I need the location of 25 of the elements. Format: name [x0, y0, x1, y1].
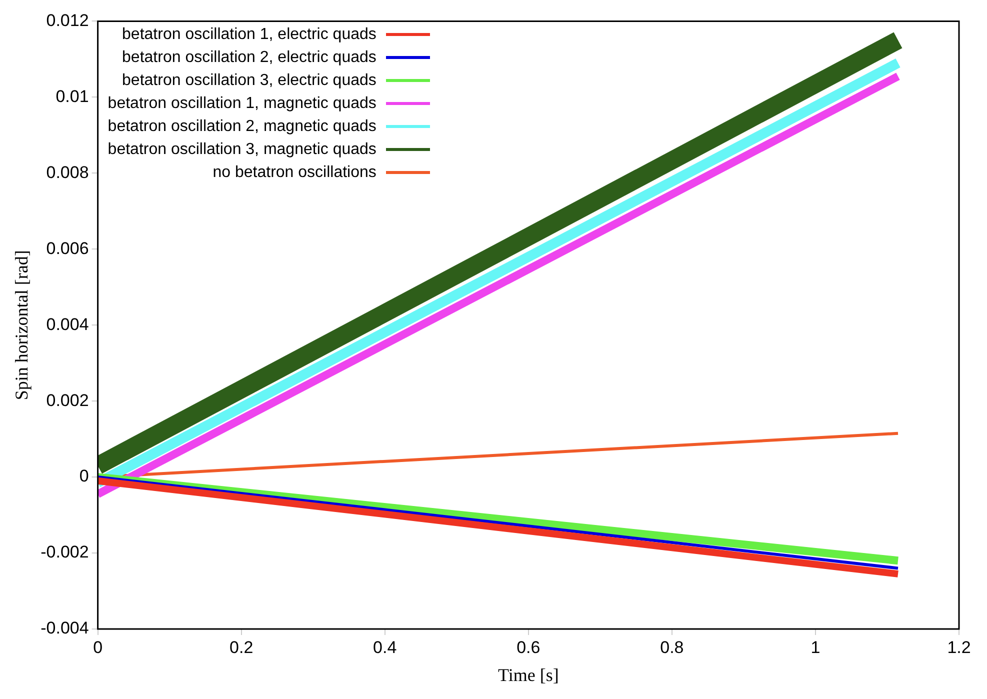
- y-tick-label: 0: [79, 466, 89, 486]
- y-tick-label: 0.004: [46, 314, 89, 334]
- legend-label: betatron oscillation 3, electric quads: [122, 71, 376, 92]
- legend-label: no betatron oscillations: [212, 163, 376, 184]
- y-tick-label: -0.004: [40, 618, 89, 638]
- legend-label: betatron oscillation 2, electric quads: [122, 48, 376, 68]
- x-tick-label: 1.2: [947, 638, 971, 657]
- y-tick-label: 0.008: [46, 162, 89, 182]
- x-tick-label: 0.8: [660, 638, 684, 657]
- x-tick-label: 0.6: [516, 638, 540, 657]
- x-axis-title: Time [s]: [498, 664, 559, 685]
- x-tick-label: 0.4: [373, 638, 397, 657]
- legend-label: betatron oscillation 1, electric quads: [122, 25, 376, 46]
- y-tick-label: 0.01: [56, 86, 89, 106]
- x-tick-label: 0.2: [230, 638, 254, 657]
- y-tick-label: 0.006: [46, 238, 89, 258]
- y-tick-label: 0.002: [46, 390, 89, 410]
- y-tick-label: -0.002: [40, 542, 89, 562]
- legend-label: betatron oscillation 2, magnetic quads: [108, 117, 376, 138]
- legend-label: betatron oscillation 3, magnetic quads: [108, 140, 376, 160]
- legend-label: betatron oscillation 1, magnetic quads: [108, 94, 376, 114]
- y-tick-label: 0.012: [46, 10, 89, 30]
- y-axis-title: Spin horizontal [rad]: [12, 250, 32, 400]
- x-tick-label: 0: [93, 638, 103, 657]
- x-tick-label: 1: [810, 638, 820, 657]
